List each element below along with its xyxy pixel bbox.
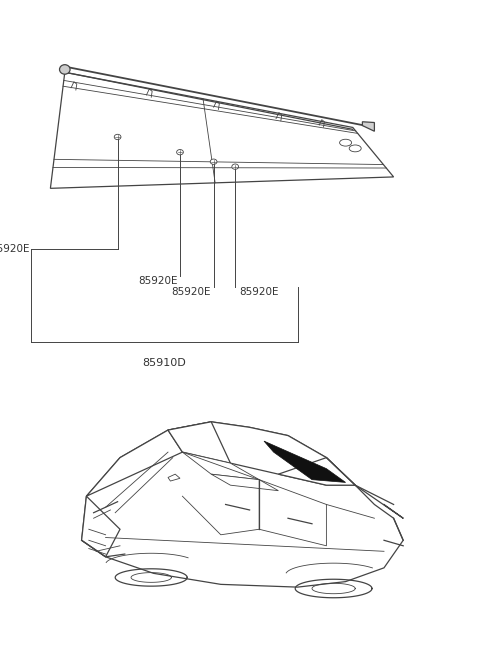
Polygon shape xyxy=(168,422,355,485)
Polygon shape xyxy=(362,122,374,131)
Ellipse shape xyxy=(232,164,239,169)
Ellipse shape xyxy=(60,65,70,74)
Text: 85920E: 85920E xyxy=(172,287,211,297)
Polygon shape xyxy=(211,474,278,491)
Polygon shape xyxy=(86,430,182,496)
Ellipse shape xyxy=(349,145,361,152)
Polygon shape xyxy=(168,474,180,481)
Polygon shape xyxy=(82,422,403,587)
Polygon shape xyxy=(182,452,259,480)
Polygon shape xyxy=(168,422,230,463)
Text: 85920E: 85920E xyxy=(239,287,278,297)
Ellipse shape xyxy=(339,139,351,146)
Text: 85920E: 85920E xyxy=(138,276,178,286)
Polygon shape xyxy=(50,72,394,188)
Ellipse shape xyxy=(210,159,217,165)
Text: 85920E: 85920E xyxy=(0,244,30,255)
Polygon shape xyxy=(264,441,346,482)
Polygon shape xyxy=(82,496,120,557)
Polygon shape xyxy=(278,458,355,485)
Text: 85910D: 85910D xyxy=(143,358,186,367)
Ellipse shape xyxy=(114,134,121,140)
Ellipse shape xyxy=(177,150,183,155)
